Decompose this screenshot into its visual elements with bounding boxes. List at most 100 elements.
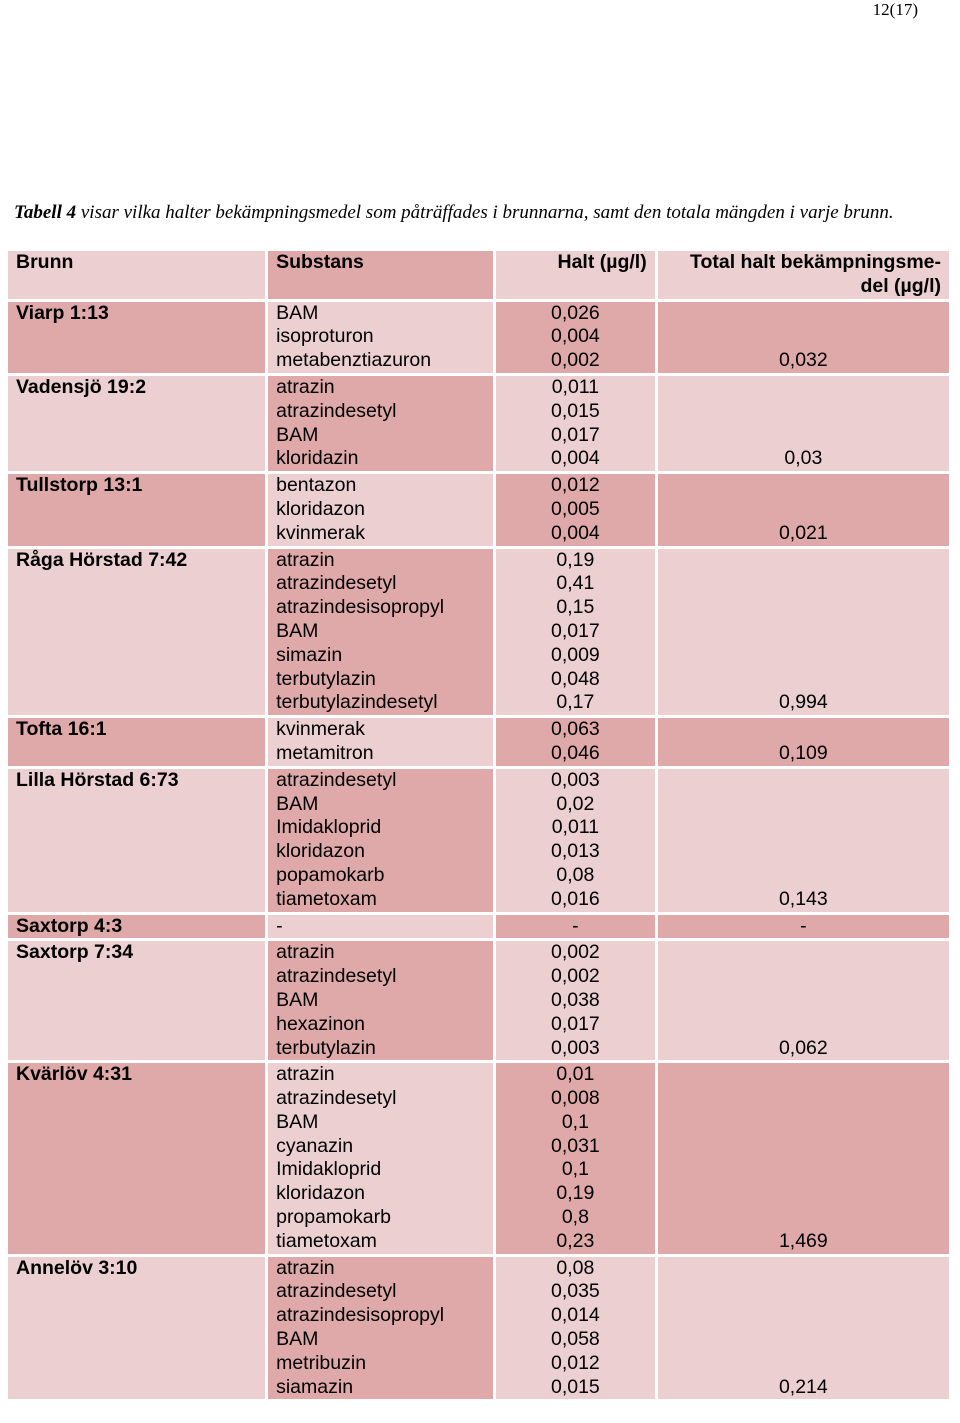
concentration-value: 0,19 [556,1182,595,1205]
substance-name: kvinmerak [276,718,365,741]
intro-text: visar vilka halter bekämpningsmedel som … [76,202,894,223]
substance-name: bentazon [276,474,357,497]
well-name: Annelöv 3:10 [8,1256,266,1400]
concentration-value: 0,035 [550,1280,600,1303]
substance-name: kloridazin [276,447,359,470]
concentration-value: 0,15 [556,596,595,619]
substance-name: atrazindesisopropyl [276,1304,445,1327]
substance-name: metamitron [276,741,374,764]
concentration-value: 0,017 [550,1012,600,1035]
total-value: 0,214 [657,1256,949,1400]
concentration-value: 0,004 [550,521,600,544]
concentration-value: 0,009 [550,643,600,666]
substance-name: hexazinon [276,1012,365,1035]
concentration-cell: 0,002 0,002 0,038 0,017 0,003 [496,941,655,1061]
concentration-value: 0,08 [556,863,595,886]
header-total: Total halt bekämpningsme- del (µg/l) [657,251,949,299]
concentration-value: 0,004 [550,447,600,470]
total-value: 0,109 [657,718,949,766]
substance-name: terbutylazin [276,667,376,690]
well-name: Råga Hörstad 7:42 [8,548,266,716]
substance-name: metribuzin [276,1351,367,1374]
substance-name: - [276,914,283,937]
substance-name: atrazindesetyl [276,1087,397,1110]
concentration-value: 0,015 [550,399,600,422]
well-name: Viarp 1:13 [8,301,266,373]
concentration-cell: - [496,914,655,939]
concentration-value: 0,017 [550,619,600,642]
substance-name: cyanazin [276,1134,354,1157]
table-row: Tofta 16:1 kvinmerak metamitron 0,063 0,046 0… [8,718,949,766]
substance-name: BAM [276,1328,319,1351]
header-brunn: Brunn [8,251,266,299]
concentration-value: 0,8 [561,1206,589,1229]
concentration-value: 0,005 [550,497,600,520]
concentration-value: 0,048 [550,667,600,690]
concentration-cell: 0,08 0,035 0,014 0,058 0,012 0,015 [496,1256,655,1400]
concentration-value: 0,038 [550,988,600,1011]
concentration-value: 0,1 [561,1158,589,1181]
concentration-cell: 0,003 0,02 0,011 0,013 0,08 0,016 [496,768,655,912]
substance-name: tiametoxam [276,1229,377,1252]
concentration-value: 0,017 [550,423,600,446]
table-row: Annelöv 3:10 atrazin atrazindesetyl atrazin… [8,1256,949,1400]
table-header-row: Brunn Substans Halt (µg/l) Total halt be… [8,251,949,299]
substance-name: atrazin [276,375,335,398]
total-value: 0,143 [657,768,949,912]
concentration-value: 0,058 [550,1328,600,1351]
table-row: Saxtorp 7:34 atrazin atrazindesetyl BAM hexa… [8,941,949,1061]
concentration-cell: 0,012 0,005 0,004 [496,474,655,546]
substance-name: BAM [276,1110,319,1133]
concentration-value: 0,002 [550,941,600,964]
concentration-value: 0,002 [550,349,600,372]
substance-name: atrazin [276,1256,335,1279]
table-row: Tullstorp 13:1 bentazon kloridazon kvinmera… [8,474,949,546]
total-value: 0,994 [657,548,949,716]
concentration-value: 0,008 [550,1087,600,1110]
concentration-value: 0,016 [550,887,600,910]
header-halt: Halt (µg/l) [496,251,655,299]
substance-name: atrazindesetyl [276,572,397,595]
well-name: Kvärlöv 4:31 [8,1063,266,1254]
concentration-value: 0,19 [556,548,595,571]
substance-name: BAM [276,988,319,1011]
substance-name: kloridazon [276,840,365,863]
total-value: - [657,914,949,939]
substance-cell: atrazin atrazindesetyl BAM cyanazin Imidaklo… [268,1063,494,1254]
substance-cell: atrazin atrazindesetyl atrazindesisopropyl… [268,1256,494,1400]
well-name: Tullstorp 13:1 [8,474,266,546]
concentration-value: 0,004 [550,325,600,348]
substance-name: atrazin [276,1063,335,1086]
substance-name: terbutylazindesetyl [276,691,438,714]
substance-name: BAM [276,792,319,815]
substance-cell: - [268,914,494,939]
total-value: 0,032 [657,301,949,373]
concentration-value: - [572,914,579,937]
substance-name: BAM [276,423,319,446]
header-substans: Substans [268,251,494,299]
table-row: Kvärlöv 4:31 atrazin atrazindesetyl BAM cyan… [8,1063,949,1254]
concentration-value: 0,013 [550,840,600,863]
substance-cell: atrazindesetyl BAM Imidakloprid kloridazon p… [268,768,494,912]
concentration-value: 0,02 [556,792,595,815]
substance-name: atrazindesetyl [276,399,397,422]
pesticide-table: Brunn Substans Halt (µg/l) Total halt be… [5,248,952,1402]
concentration-value: 0,002 [550,965,600,988]
concentration-cell: 0,063 0,046 [496,718,655,766]
concentration-value: 0,011 [551,816,600,839]
substance-name: tiametoxam [276,887,377,910]
substance-name: atrazin [276,548,335,571]
well-name: Lilla Hörstad 6:73 [8,768,266,912]
header-total-line2: del (µg/l) [860,274,941,297]
well-name: Vadensjö 19:2 [8,375,266,472]
total-value: 0,03 [657,375,949,472]
substance-name: kloridazon [276,1182,365,1205]
substance-name: kloridazon [276,497,365,520]
total-value: 0,062 [657,941,949,1061]
concentration-value: 0,031 [550,1134,600,1157]
substance-name: atrazindesetyl [276,965,397,988]
substance-name: simazin [276,643,343,666]
intro-paragraph: Tabell 4 visar vilka halter bekämpningsm… [14,201,939,225]
concentration-value: 0,1 [561,1110,589,1133]
total-value: 0,021 [657,474,949,546]
